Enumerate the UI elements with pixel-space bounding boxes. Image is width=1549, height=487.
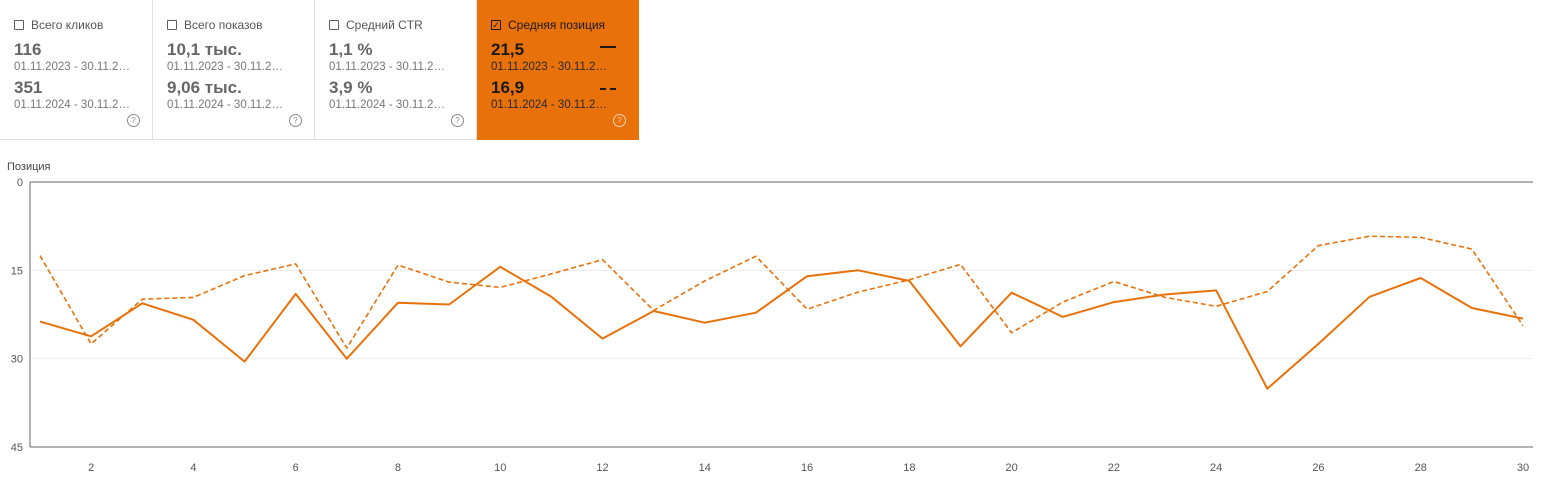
x-tick-label: 24 — [1210, 462, 1222, 474]
metric-value-period1: 116 — [14, 40, 42, 59]
metric-card-impressions[interactable]: Всего показов 10,1 тыс. 01.11.2023 - 30.… — [153, 0, 315, 140]
x-tick-label: 14 — [699, 462, 711, 474]
x-tick-label: 28 — [1415, 462, 1427, 474]
x-tick-label: 12 — [596, 462, 608, 474]
x-tick-label: 6 — [293, 462, 299, 474]
metric-value-period2: 351 — [14, 78, 43, 97]
x-tick-label: 30 — [1517, 462, 1529, 474]
metric-label: Всего показов — [184, 18, 263, 32]
y-tick-label: 15 — [11, 265, 23, 277]
series-line-dashed — [39, 235, 1524, 349]
metric-card-position[interactable]: ✓ Средняя позиция 21,5 01.11.2023 - 30.1… — [477, 0, 639, 140]
metric-value-period1: 1,1 % — [329, 40, 373, 59]
help-icon[interactable]: ? — [127, 114, 140, 127]
metric-label: Всего кликов — [31, 18, 104, 32]
metric-value-period2: 3,9 % — [329, 78, 373, 97]
x-tick-label: 4 — [190, 462, 196, 474]
period1-range: 01.11.2023 - 30.11.2… — [491, 61, 607, 73]
y-tick-label: 45 — [11, 442, 23, 454]
help-icon[interactable]: ? — [451, 114, 464, 127]
period2-range: 01.11.2024 - 30.11.2… — [14, 99, 130, 111]
y-tick-label: 0 — [17, 177, 23, 189]
metric-value-period2: 16,9 — [491, 78, 525, 97]
checkbox-checked[interactable]: ✓ — [491, 19, 501, 30]
metric-value-period1: 21,5 — [491, 40, 525, 59]
x-tick-label: 16 — [801, 462, 813, 474]
checkbox[interactable] — [329, 20, 339, 30]
metric-value-period2: 9,06 тыс. — [167, 78, 242, 97]
period1-range: 01.11.2023 - 30.11.2… — [14, 61, 130, 73]
solid-line-legend-icon — [600, 46, 616, 48]
x-tick-label: 22 — [1108, 462, 1120, 474]
metric-header: Всего кликов — [14, 18, 152, 32]
period1-range: 01.11.2023 - 30.11.2… — [167, 61, 283, 73]
help-icon[interactable]: ? — [613, 114, 626, 127]
y-axis-title: Позиция — [7, 161, 51, 173]
x-tick-label: 2 — [88, 462, 94, 474]
y-tick-label: 30 — [11, 354, 23, 366]
checkbox[interactable] — [167, 20, 177, 30]
checkbox[interactable] — [14, 20, 24, 30]
period1-range: 01.11.2023 - 30.11.2… — [329, 61, 445, 73]
metric-cards: Всего кликов 116 01.11.2023 - 30.11.2… 3… — [0, 0, 639, 140]
x-tick-label: 8 — [395, 462, 401, 474]
metric-label: Средняя позиция — [508, 18, 606, 32]
metric-value-period1: 10,1 тыс. — [167, 40, 242, 59]
metric-header: Всего показов — [167, 18, 314, 32]
period2-range: 01.11.2024 - 30.11.2… — [329, 99, 445, 111]
period2-range: 01.11.2024 - 30.11.2… — [491, 99, 607, 111]
x-tick-label: 20 — [1005, 462, 1017, 474]
period2-range: 01.11.2024 - 30.11.2… — [167, 99, 283, 111]
x-tick-label: 18 — [903, 462, 915, 474]
x-tick-label: 26 — [1312, 462, 1324, 474]
metric-card-clicks[interactable]: Всего кликов 116 01.11.2023 - 30.11.2… 3… — [0, 0, 153, 140]
metric-label: Средний CTR — [346, 18, 423, 32]
x-tick-label: 10 — [494, 462, 506, 474]
metric-header: Средний CTR — [329, 18, 476, 32]
metric-header: ✓ Средняя позиция — [491, 18, 638, 32]
dashed-line-legend-icon — [600, 88, 616, 90]
series-line-solid — [39, 265, 1524, 390]
metric-card-ctr[interactable]: Средний CTR 1,1 % 01.11.2023 - 30.11.2… … — [315, 0, 477, 140]
help-icon[interactable]: ? — [289, 114, 302, 127]
